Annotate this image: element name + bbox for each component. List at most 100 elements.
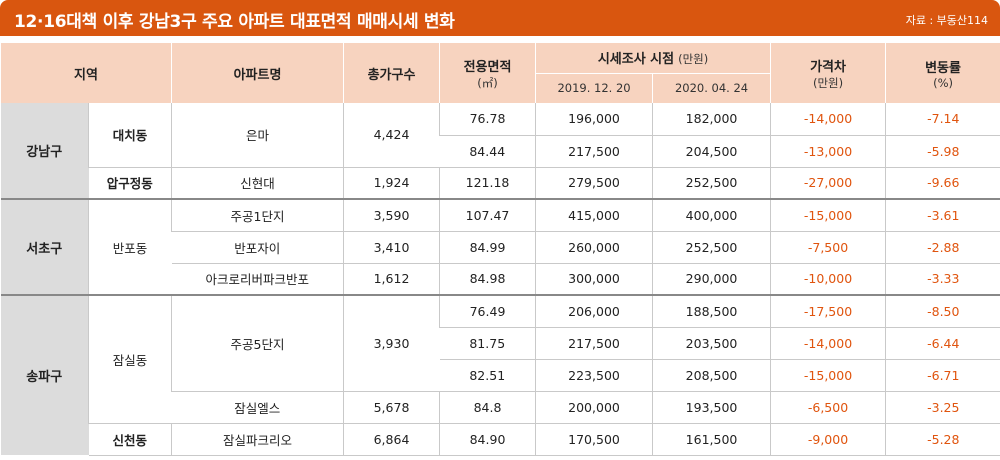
price1-cell: 260,000: [535, 231, 653, 264]
header-survey-label: 시세조사 시점: [597, 52, 675, 68]
price1-cell: 223,500: [535, 359, 653, 392]
price1-cell: 279,500: [535, 167, 653, 200]
diff-cell: -9,000: [770, 423, 886, 456]
header-region: 지역: [0, 43, 173, 103]
header-households: 총가구수: [343, 43, 441, 103]
table-row: 81.75 217,500 203,500 -14,000 -6.44: [1, 327, 1000, 360]
area-cell: 84.44: [439, 135, 536, 168]
title-bar: 12·16대책 이후 강남3구 주요 아파트 대표면적 매매시세 변화 자료 :…: [0, 0, 1000, 36]
households-cell: 4,424: [343, 103, 440, 168]
header-date1: 2019. 12. 20: [535, 73, 654, 103]
area-cell: 82.51: [439, 359, 536, 392]
price1-cell: 217,500: [535, 135, 653, 168]
price-table: 지역 아파트명 총가구수 전용면적 (㎡) 시세조사 시점 (만원) 가격차 (…: [0, 43, 1000, 456]
apt-cell: 주공1단지: [171, 199, 344, 232]
apt-cell: 아크로리버파크반포: [171, 263, 344, 296]
diff-cell: -27,000: [770, 167, 886, 200]
price2-cell: 193,500: [652, 391, 771, 424]
header-diff: 가격차 (만원): [770, 43, 887, 103]
area-cell: 76.49: [439, 295, 536, 328]
page-title: 12·16대책 이후 강남3구 주요 아파트 대표면적 매매시세 변화: [14, 12, 455, 32]
rate-cell: -3.33: [885, 263, 1000, 296]
area-cell: 84.98: [439, 263, 536, 296]
price1-cell: 415,000: [535, 199, 653, 232]
price1-cell: 170,500: [535, 423, 653, 456]
rate-cell: -2.88: [885, 231, 1000, 264]
rate-cell: -3.61: [885, 199, 1000, 232]
table-row: 신천동 잠실파크리오 6,864 84.90 170,500 161,500 -…: [1, 423, 1000, 456]
header-area: 전용면적 (㎡): [439, 43, 537, 103]
header-survey: 시세조사 시점 (만원): [535, 43, 772, 74]
price2-cell: 252,500: [652, 167, 771, 200]
diff-cell: -17,500: [770, 295, 886, 328]
rate-cell: -8.50: [885, 295, 1000, 328]
header-date2: 2020. 04. 24: [652, 73, 772, 103]
area-cell: 76.78: [439, 103, 536, 136]
table-row: 압구정동 신현대 1,924 121.18 279,500 252,500 -2…: [1, 167, 1000, 200]
apt-cell: 잠실엘스: [171, 391, 344, 424]
table-row: 강남구 대치동 은마 4,424 76.78 196,000 182,000 -…: [0, 103, 1000, 200]
price1-cell: 300,000: [535, 263, 653, 296]
apt-cell: 주공5단지: [171, 295, 344, 392]
rate-cell: -9.66: [885, 167, 1000, 200]
rate-cell: -5.28: [885, 423, 1000, 456]
header-diff-label: 가격차: [810, 59, 846, 75]
table-row: 82.51 223,500 208,500 -15,000 -6.71: [1, 359, 1000, 392]
table-row: 송파구 잠실동 주공5단지 3,930 76.49 206,000 188,50…: [0, 295, 1000, 455]
area-cell: 84.8: [439, 391, 536, 424]
apt-cell: 잠실파크리오: [171, 423, 344, 456]
dong-cell: 대치동: [87, 103, 172, 168]
source-note: 자료 : 부동산114: [905, 14, 988, 27]
diff-cell: -10,000: [770, 263, 886, 296]
diff-cell: -13,000: [770, 135, 886, 168]
price2-cell: 161,500: [652, 423, 771, 456]
price2-cell: 203,500: [652, 327, 771, 360]
table-row: 84.44 217,500 204,500 -13,000 -5.98: [1, 135, 1000, 168]
header-rate: 변동률 (%): [885, 43, 1000, 103]
header-rate-unit: (%): [933, 75, 953, 90]
dong-cell: 신천동: [88, 423, 172, 456]
diff-cell: -15,000: [770, 199, 886, 232]
households-cell: 3,930: [343, 295, 440, 392]
region-cell: 송파구: [0, 295, 89, 455]
area-cell: 121.18: [439, 167, 536, 200]
rate-cell: -6.44: [885, 327, 1000, 360]
rate-cell: -3.25: [885, 391, 1000, 424]
dong-cell: 압구정동: [88, 167, 172, 200]
apt-cell: 반포자이: [171, 231, 344, 264]
rate-cell: -6.71: [885, 359, 1000, 392]
households-cell: 6,864: [343, 423, 440, 456]
price2-cell: 400,000: [652, 199, 771, 232]
price1-cell: 206,000: [535, 295, 653, 328]
table-row: 반포자이 3,410 84.99 260,000 252,500 -7,500 …: [1, 231, 1000, 264]
header-area-unit: (㎡): [477, 75, 498, 90]
price2-cell: 204,500: [652, 135, 771, 168]
households-cell: 3,410: [343, 231, 440, 264]
price2-cell: 182,000: [652, 103, 771, 136]
price1-cell: 217,500: [535, 327, 653, 360]
price2-cell: 290,000: [652, 263, 771, 296]
households-cell: 1,924: [343, 167, 440, 200]
table-row: 아크로리버파크반포 1,612 84.98 300,000 290,000 -1…: [1, 263, 1000, 296]
diff-cell: -15,000: [770, 359, 886, 392]
diff-cell: -7,500: [770, 231, 886, 264]
price2-cell: 252,500: [652, 231, 771, 264]
region-cell: 서초구: [0, 199, 89, 296]
table-row: 서초구 반포동 주공1단지 3,590 107.47 415,000 400,0…: [0, 199, 1000, 296]
price1-cell: 200,000: [535, 391, 653, 424]
header-rate-label: 변동률: [925, 60, 961, 76]
diff-cell: -6,500: [770, 391, 886, 424]
header-apt: 아파트명: [171, 43, 345, 103]
price2-cell: 208,500: [652, 359, 771, 392]
area-cell: 107.47: [439, 199, 536, 232]
header-diff-unit: (만원): [812, 75, 844, 90]
rate-cell: -5.98: [885, 135, 1000, 168]
price1-cell: 196,000: [535, 103, 653, 136]
table-row: 잠실엘스 5,678 84.8 200,000 193,500 -6,500 -…: [1, 391, 1000, 424]
households-cell: 5,678: [343, 391, 440, 424]
dong-cell: 잠실동: [87, 295, 172, 424]
apt-cell: 신현대: [171, 167, 344, 200]
header-survey-unit: (만원): [678, 52, 709, 67]
diff-cell: -14,000: [770, 103, 886, 136]
dong-cell: 반포동: [87, 199, 172, 296]
